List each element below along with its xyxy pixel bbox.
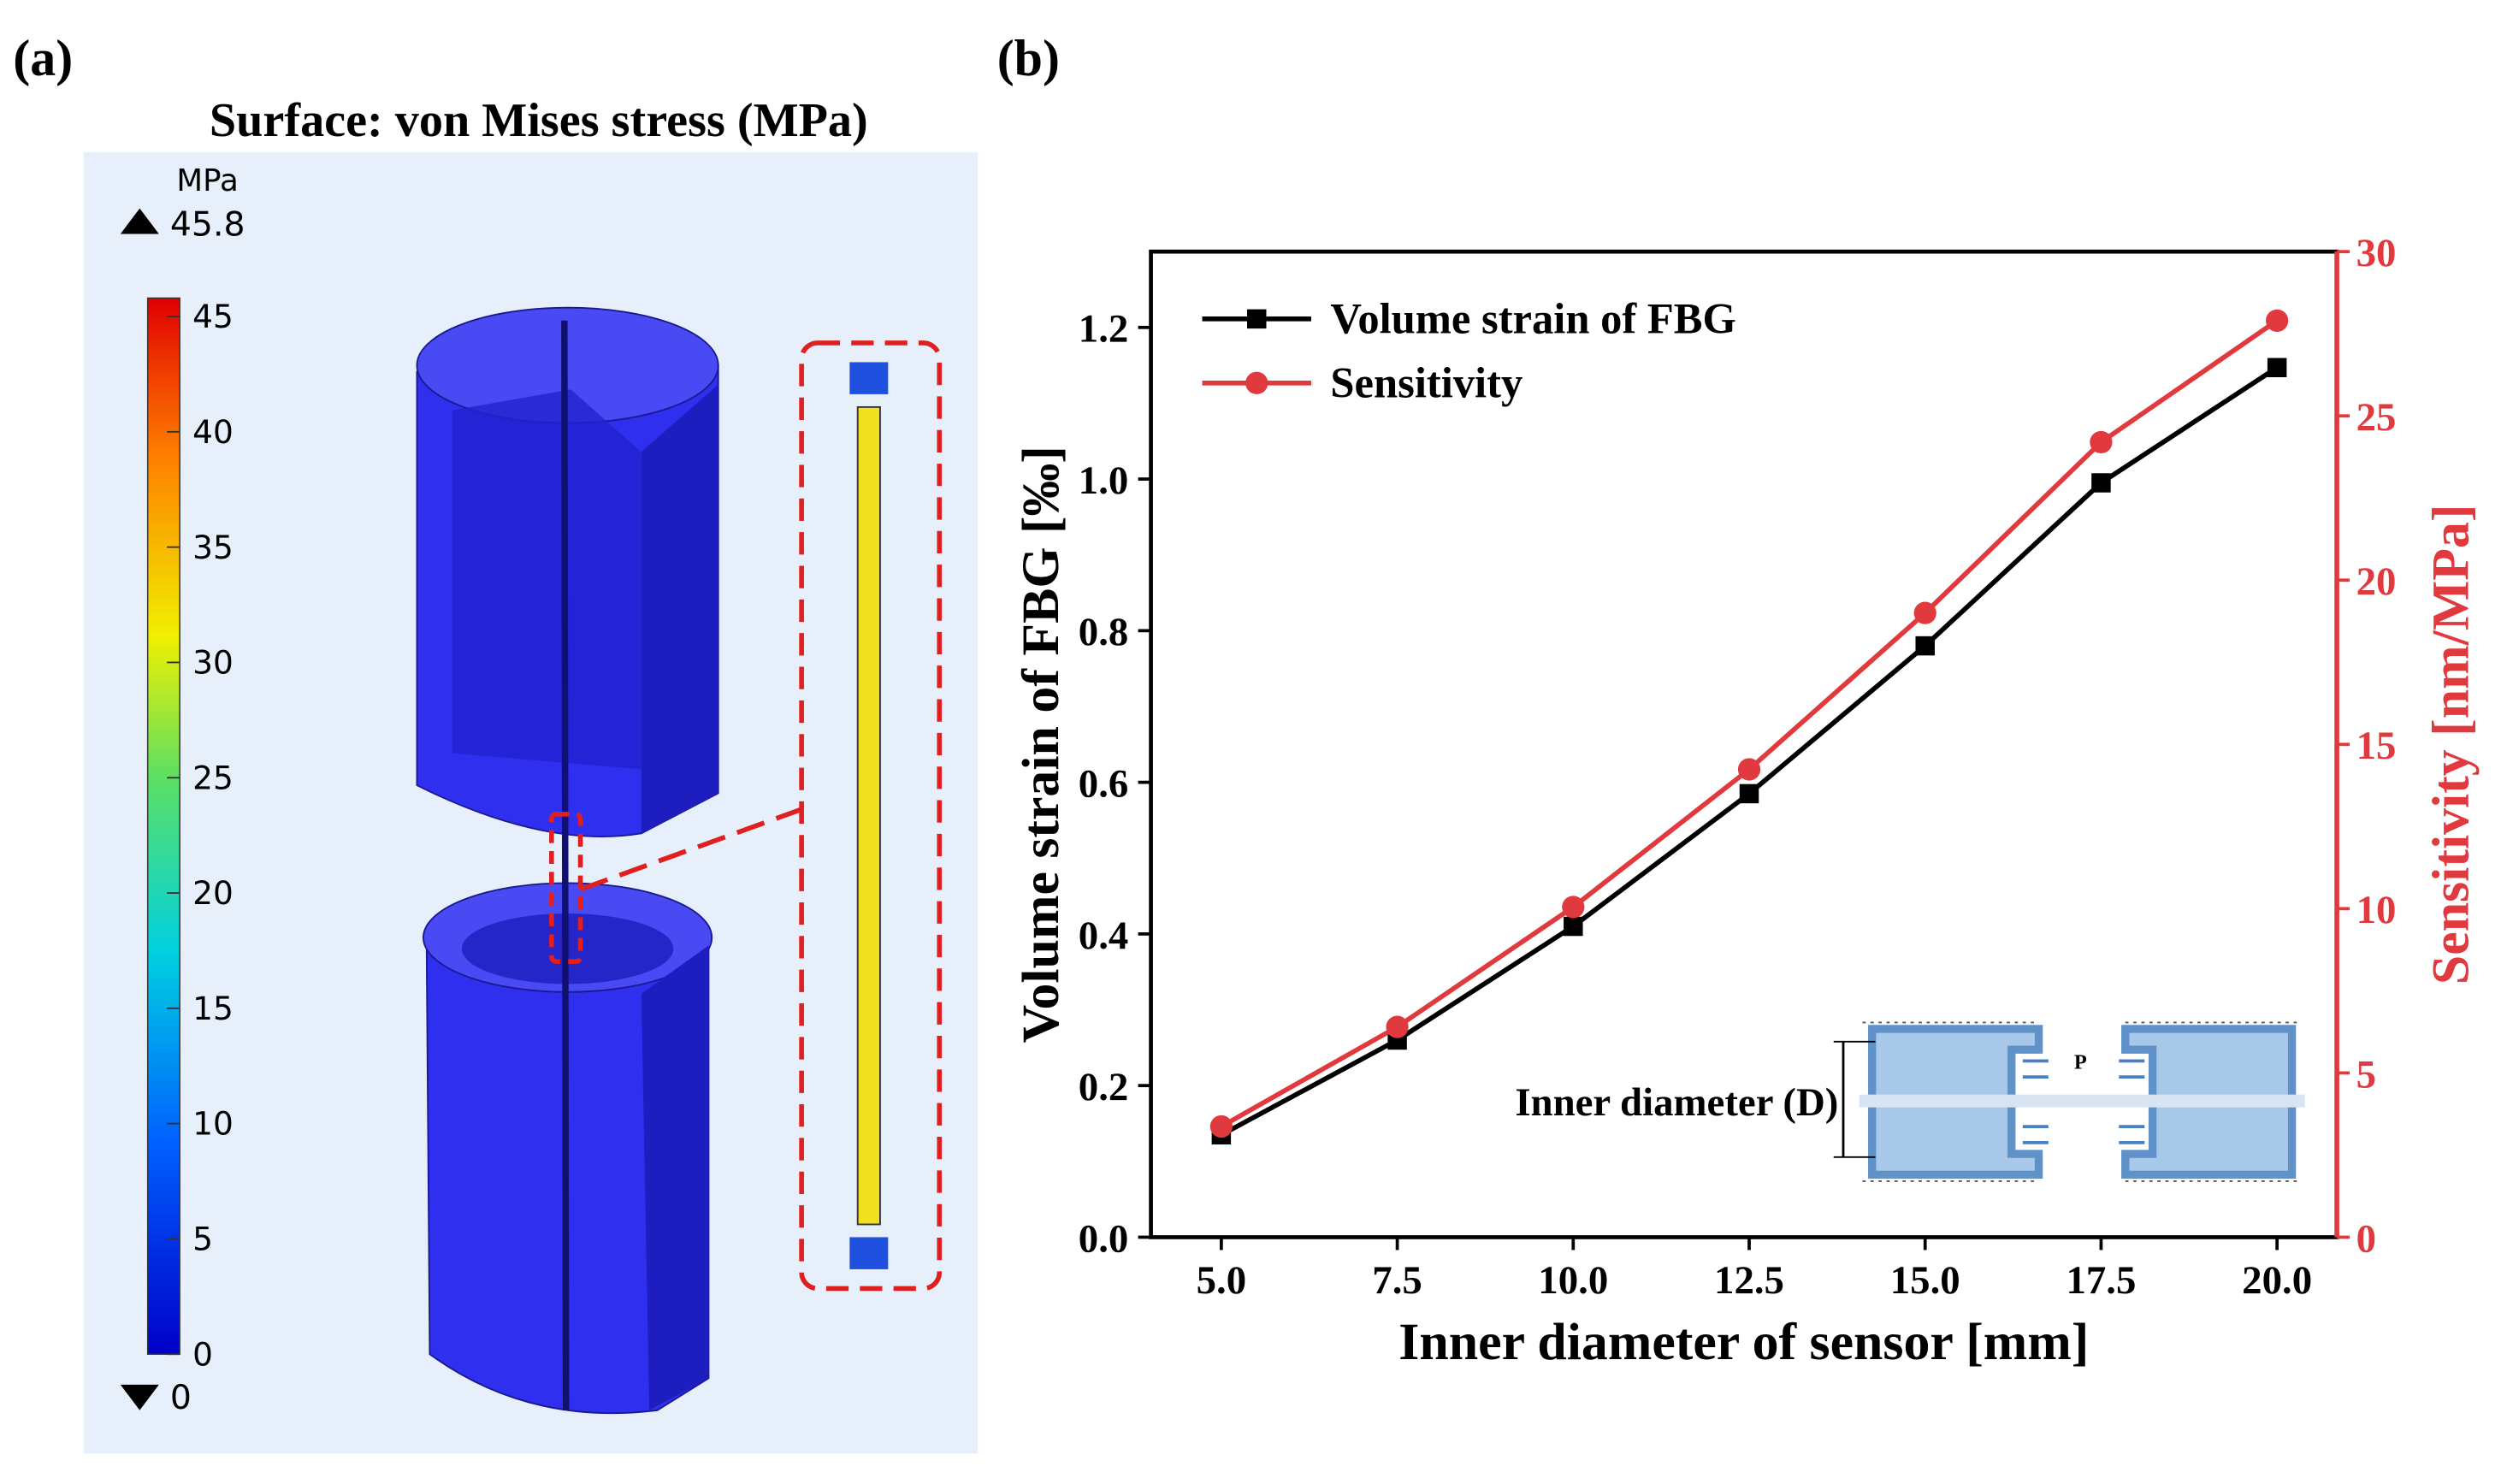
point bbox=[2266, 309, 2289, 332]
colorbar-tick-label: 5 bbox=[192, 1221, 213, 1258]
series-line bbox=[1220, 365, 2279, 1138]
zoomed-fiber bbox=[849, 362, 889, 1269]
inset-label: Inner diameter (D) bbox=[1515, 1080, 1838, 1125]
min-arrow bbox=[120, 1384, 159, 1410]
y2-tick-label: 10 bbox=[2356, 888, 2397, 932]
y2-tick-label: 0 bbox=[2356, 1216, 2376, 1261]
colorbar-tick-label: 20 bbox=[192, 874, 234, 912]
point bbox=[1386, 1015, 1409, 1038]
colorbar-tick-label: 10 bbox=[192, 1105, 234, 1143]
colorbar-tick-label: 0 bbox=[192, 1335, 213, 1373]
y-tick-label: 0.0 bbox=[1079, 1216, 1129, 1261]
colorbar-tick-label: 40 bbox=[192, 413, 234, 451]
x-tick-label: 12.5 bbox=[1714, 1258, 1784, 1303]
zoom-frame bbox=[799, 340, 943, 1292]
y-tick-label: 0.6 bbox=[1079, 761, 1129, 806]
x-tick-label: 20.0 bbox=[2242, 1258, 2312, 1303]
y2-tick-label: 15 bbox=[2356, 724, 2397, 768]
point bbox=[1209, 1114, 1233, 1138]
inset-label: P bbox=[2074, 1051, 2087, 1074]
colorbar-tick-label: 15 bbox=[192, 990, 234, 1027]
point bbox=[1562, 896, 1585, 919]
colorbar-tick-label: 35 bbox=[192, 529, 234, 566]
inset-schematic bbox=[1833, 1021, 2305, 1182]
colorbar-min: 0 bbox=[170, 1378, 192, 1417]
point bbox=[1739, 783, 1759, 804]
x-tick-label: 15.0 bbox=[1890, 1258, 1960, 1303]
x-tick-label: 10.0 bbox=[1538, 1258, 1608, 1303]
point bbox=[2267, 358, 2287, 378]
x-tick-label: 7.5 bbox=[1372, 1258, 1422, 1303]
colorbar-tick-label: 25 bbox=[192, 759, 234, 796]
series-line bbox=[1220, 318, 2279, 1129]
y-tick-label: 0.8 bbox=[1079, 610, 1129, 654]
fiber bbox=[561, 320, 570, 1410]
y-tick-label: 1.0 bbox=[1079, 458, 1129, 503]
y-tick-label: 1.2 bbox=[1079, 307, 1129, 352]
colorbar-tick-label: 45 bbox=[192, 298, 234, 335]
y2-tick-label: 30 bbox=[2356, 231, 2397, 275]
colorbar-max: 45.8 bbox=[170, 204, 245, 244]
y2-axis-title: Sensitivity [nm/MPa] bbox=[2422, 505, 2480, 985]
point bbox=[1915, 636, 1935, 656]
legend-marker bbox=[1245, 371, 1268, 394]
point bbox=[2090, 430, 2113, 454]
point bbox=[1564, 916, 1583, 937]
x-tick-label: 17.5 bbox=[2066, 1258, 2136, 1303]
y-tick-label: 0.2 bbox=[1079, 1065, 1129, 1109]
y-tick-label: 0.4 bbox=[1079, 913, 1129, 958]
legend-label: Volume strain of FBG bbox=[1330, 295, 1735, 343]
panel-title: Surface: von Mises stress (MPa) bbox=[210, 94, 868, 147]
y2-tick-label: 20 bbox=[2356, 559, 2397, 604]
panel-label: (a) bbox=[13, 30, 73, 86]
point bbox=[2091, 473, 2111, 493]
point bbox=[1913, 601, 1936, 624]
y2-tick-label: 5 bbox=[2356, 1052, 2376, 1097]
colorbar-tick-label: 30 bbox=[192, 644, 234, 682]
legend-label: Sensitivity bbox=[1330, 359, 1523, 407]
colorbar-unit: MPa bbox=[176, 163, 238, 198]
x-axis-title: Inner diameter of sensor [mm] bbox=[1398, 1313, 2089, 1371]
legend-marker bbox=[1247, 309, 1267, 329]
colorbar bbox=[146, 297, 180, 1355]
y-axis-title: Volume strain of FBG [‰] bbox=[1012, 446, 1070, 1043]
x-tick-label: 5.0 bbox=[1197, 1258, 1247, 1303]
panel-label: (b) bbox=[997, 30, 1060, 86]
point bbox=[1737, 758, 1761, 781]
y2-tick-label: 25 bbox=[2356, 395, 2397, 440]
max-arrow bbox=[120, 208, 159, 234]
